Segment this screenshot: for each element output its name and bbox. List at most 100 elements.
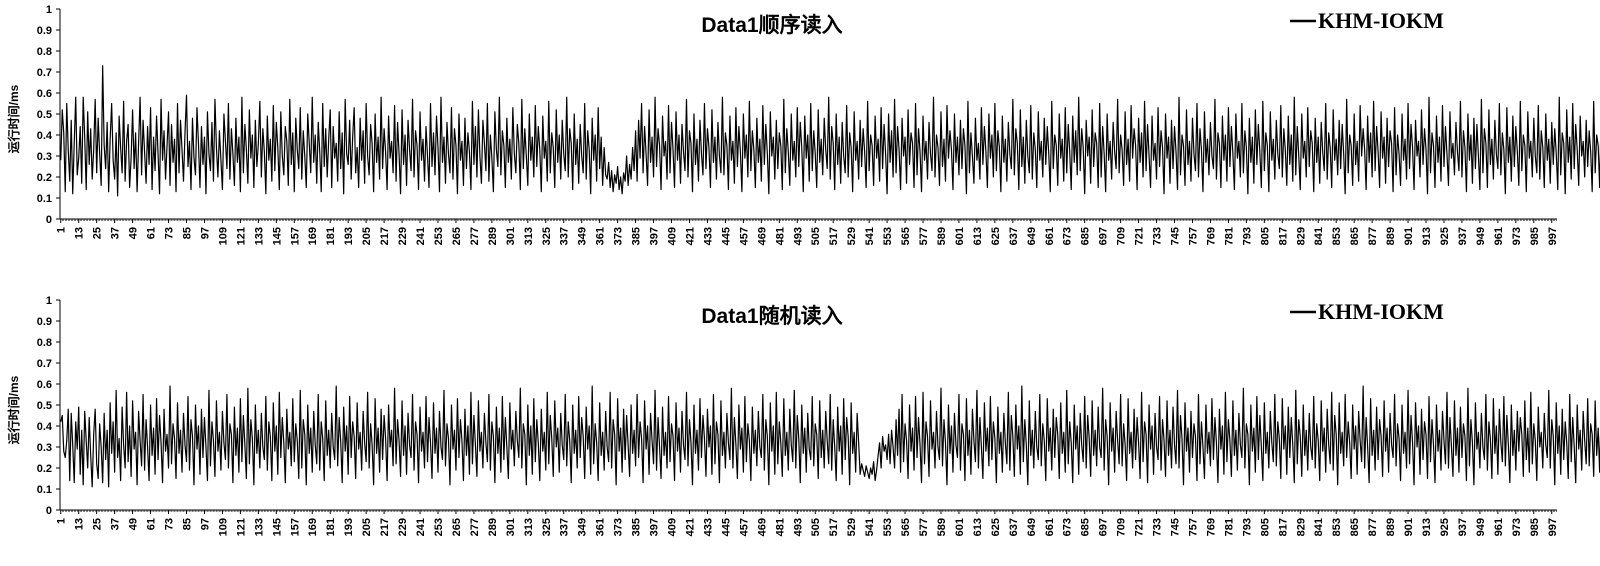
x-tick-label: 565 (900, 227, 912, 245)
x-tick-label: 817 (1277, 518, 1289, 536)
x-tick-label: 649 (1026, 518, 1038, 536)
x-tick-label: 25 (92, 227, 104, 239)
x-tick-label: 289 (487, 227, 499, 245)
y-tick-label: 0 (46, 505, 52, 517)
x-tick-label: 841 (1313, 227, 1325, 245)
x-tick-label: 109 (217, 518, 229, 536)
x-tick-label: 277 (469, 518, 481, 536)
x-tick-label: 13 (74, 227, 86, 239)
x-tick-label: 193 (343, 518, 355, 536)
x-tick-label: 637 (1008, 518, 1020, 536)
x-tick-label: 805 (1259, 518, 1271, 536)
y-tick-label: 0.1 (37, 484, 52, 496)
x-tick-label: 565 (900, 518, 912, 536)
x-tick-label: 949 (1475, 518, 1487, 536)
x-tick-label: 409 (667, 518, 679, 536)
x-tick-label: 217 (379, 518, 391, 536)
x-tick-label: 589 (936, 227, 948, 245)
x-tick-label: 97 (199, 518, 211, 530)
x-tick-label: 973 (1511, 227, 1523, 245)
x-tick-label: 625 (990, 518, 1002, 536)
x-tick-label: 889 (1385, 227, 1397, 245)
x-tick-label: 697 (1098, 518, 1110, 536)
y-tick-label: 1 (46, 295, 52, 307)
x-tick-label: 793 (1241, 518, 1253, 536)
x-tick-label: 925 (1439, 227, 1451, 245)
chart-panel-1: 0 0.1 0.2 0.3 0.4 0.5 0.6 0.7 0.8 0.9 1 1 13 25 37 49 61… (6, 4, 1600, 245)
y-tick-label: 0.4 (37, 421, 53, 433)
x-tick-label: 817 (1277, 227, 1289, 245)
x-tick-label: 637 (1008, 227, 1020, 245)
x-tick-label: 445 (720, 518, 732, 536)
x-tick-label: 721 (1134, 227, 1146, 245)
x-tick-label: 745 (1170, 227, 1182, 245)
series-line-khm-iokm (60, 65, 1600, 197)
chart-panel-2: 0 0.1 0.2 0.3 0.4 0.5 0.6 0.7 0.8 0.9 1 1 13 25 37 49 61… (6, 295, 1600, 536)
x-tick-label: 709 (1116, 227, 1128, 245)
x-tick-label: 337 (559, 518, 571, 536)
x-tick-label: 121 (235, 518, 247, 536)
x-tick-label: 145 (271, 518, 283, 536)
x-tick-label: 937 (1457, 227, 1469, 245)
x-tick-label: 853 (1331, 227, 1343, 245)
x-tick-label: 673 (1062, 518, 1074, 536)
x-tick-label: 505 (810, 227, 822, 245)
x-tick-label: 109 (217, 227, 229, 245)
x-tick-label: 541 (864, 518, 876, 536)
y-tick-label: 0.4 (37, 130, 53, 142)
x-tick-label: 961 (1493, 227, 1505, 245)
x-tick-label: 409 (667, 227, 679, 245)
x-tick-label: 757 (1187, 518, 1199, 536)
x-tick-label: 913 (1421, 227, 1433, 245)
y-tick-label: 0.7 (37, 67, 52, 79)
chart-title: Data1顺序读入 (701, 13, 842, 37)
y-tick-label: 0.5 (37, 400, 52, 412)
x-tick-label: 457 (738, 227, 750, 245)
x-tick-label: 49 (128, 518, 140, 530)
x-tick-label: 301 (505, 518, 517, 536)
x-tick-label: 445 (720, 227, 732, 245)
x-tick-label: 601 (954, 227, 966, 245)
x-tick-label: 85 (181, 227, 193, 239)
x-tick-label: 877 (1367, 227, 1379, 245)
x-tick-label: 853 (1331, 518, 1343, 536)
x-tick-label: 889 (1385, 518, 1397, 536)
x-tick-label: 505 (810, 518, 822, 536)
x-tick-label: 997 (1547, 227, 1559, 245)
x-tick-label: 985 (1529, 227, 1541, 245)
x-tick-label: 685 (1080, 518, 1092, 536)
y-tick-label: 0.1 (37, 193, 52, 205)
x-tick-label: 145 (271, 227, 283, 245)
x-tick-label: 205 (361, 227, 373, 245)
x-tick-label: 781 (1223, 518, 1235, 536)
x-tick-label: 973 (1511, 518, 1523, 536)
x-tick-label: 25 (92, 518, 104, 530)
y-tick-label: 0.7 (37, 358, 52, 370)
x-tick-label: 553 (882, 227, 894, 245)
x-tick-label: 373 (613, 518, 625, 536)
y-tick-label: 0 (46, 214, 52, 226)
x-tick-label: 217 (379, 227, 391, 245)
y-tick-label: 1 (46, 4, 52, 16)
x-tick-label: 229 (397, 227, 409, 245)
x-tick-label: 865 (1349, 518, 1361, 536)
x-tick-label: 469 (756, 227, 768, 245)
x-tick-label: 997 (1547, 518, 1559, 536)
x-tick-label: 769 (1205, 227, 1217, 245)
chart-title: Data1随机读入 (701, 304, 842, 328)
x-tick-label: 301 (505, 227, 517, 245)
x-tick-label: 517 (828, 518, 840, 536)
x-tick-label: 709 (1116, 518, 1128, 536)
legend-label: KHM-IOKM (1318, 299, 1444, 324)
x-tick-label: 661 (1044, 518, 1056, 536)
x-tick-label: 253 (433, 518, 445, 536)
x-tick-label: 865 (1349, 227, 1361, 245)
x-tick-label: 733 (1152, 518, 1164, 536)
x-tick-label: 133 (253, 518, 265, 536)
x-tick-label: 157 (289, 518, 301, 536)
x-tick-label: 433 (702, 227, 714, 245)
x-tick-label: 901 (1403, 518, 1415, 536)
x-tick-label: 577 (918, 518, 930, 536)
x-tick-label: 553 (882, 518, 894, 536)
series-line-khm-iokm (60, 385, 1600, 488)
